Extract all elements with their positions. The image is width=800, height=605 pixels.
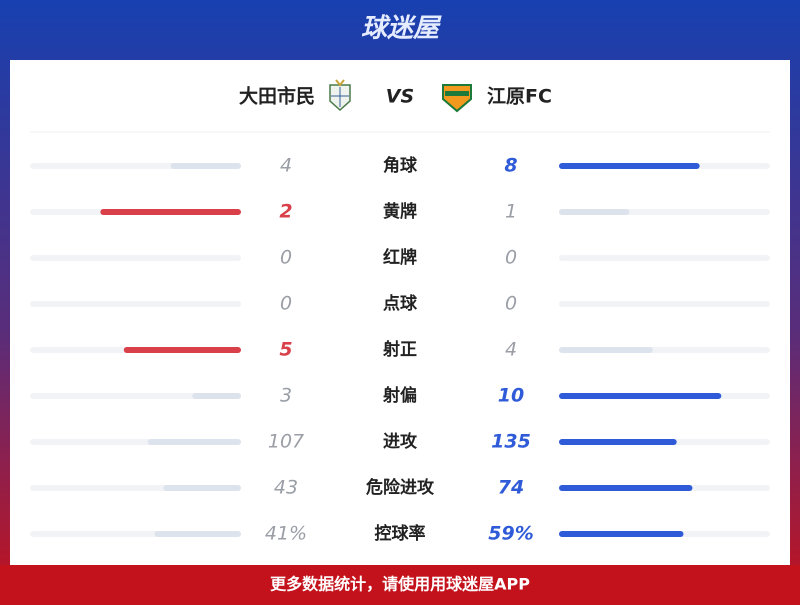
- home-bar: [163, 485, 241, 491]
- home-value: 107: [268, 431, 304, 453]
- stat-name: 红牌: [383, 247, 417, 268]
- home-bar: [170, 163, 241, 169]
- home-value: 43: [274, 477, 298, 499]
- home-value: 2: [279, 201, 292, 223]
- stat-name: 点球: [383, 293, 418, 314]
- away-value: 74: [498, 477, 524, 499]
- vs: VS: [386, 86, 414, 108]
- stat-name: 黄牌: [383, 201, 417, 222]
- away-logo: [442, 84, 472, 113]
- stat-name: 危险进攻: [365, 477, 435, 498]
- away-value: 1: [505, 201, 517, 223]
- away-value: 10: [498, 385, 524, 407]
- home-track: [30, 255, 241, 261]
- stat-name: 射偏: [382, 385, 417, 406]
- home-bar: [192, 393, 241, 399]
- away-value: 4: [505, 339, 517, 361]
- card: [10, 60, 790, 565]
- brand: 球迷屋: [361, 14, 442, 44]
- away-track: [559, 255, 770, 261]
- footer-bar: [0, 565, 800, 605]
- away-bar: [559, 393, 722, 399]
- away-track: [559, 301, 770, 307]
- home-bar: [154, 531, 241, 537]
- away-bar: [559, 347, 653, 353]
- away-value: 0: [505, 247, 517, 269]
- home-track: [30, 301, 241, 307]
- away-bar: [559, 531, 684, 537]
- home-bar: [123, 347, 241, 353]
- footer-text: 更多数据统计，请使用用球迷屋APP: [270, 575, 530, 594]
- home-track: [30, 393, 241, 399]
- home-bar: [100, 209, 241, 215]
- stat-name: 进攻: [383, 431, 418, 452]
- home-value: 0: [280, 293, 292, 315]
- away-value: 135: [491, 431, 531, 453]
- away-value: 59%: [488, 523, 533, 545]
- home-value: 41%: [265, 523, 307, 545]
- home-team: 大田市民: [239, 85, 315, 108]
- home-logo: [329, 79, 351, 112]
- away-value: 8: [504, 155, 517, 177]
- home-value: 3: [280, 385, 292, 407]
- home-bar: [147, 439, 241, 445]
- away-value: 0: [505, 293, 517, 315]
- away-bar: [559, 209, 630, 215]
- away-bar: [559, 485, 693, 491]
- home-value: 5: [279, 339, 292, 361]
- away-team: 江原FC: [487, 86, 552, 108]
- home-value: 0: [280, 247, 292, 269]
- home-value: 4: [280, 155, 292, 177]
- away-bar: [559, 163, 700, 169]
- stat-name: 射正: [382, 339, 417, 360]
- away-bar: [559, 439, 677, 445]
- stat-name: 角球: [383, 155, 418, 176]
- stat-name: 控球率: [375, 523, 426, 544]
